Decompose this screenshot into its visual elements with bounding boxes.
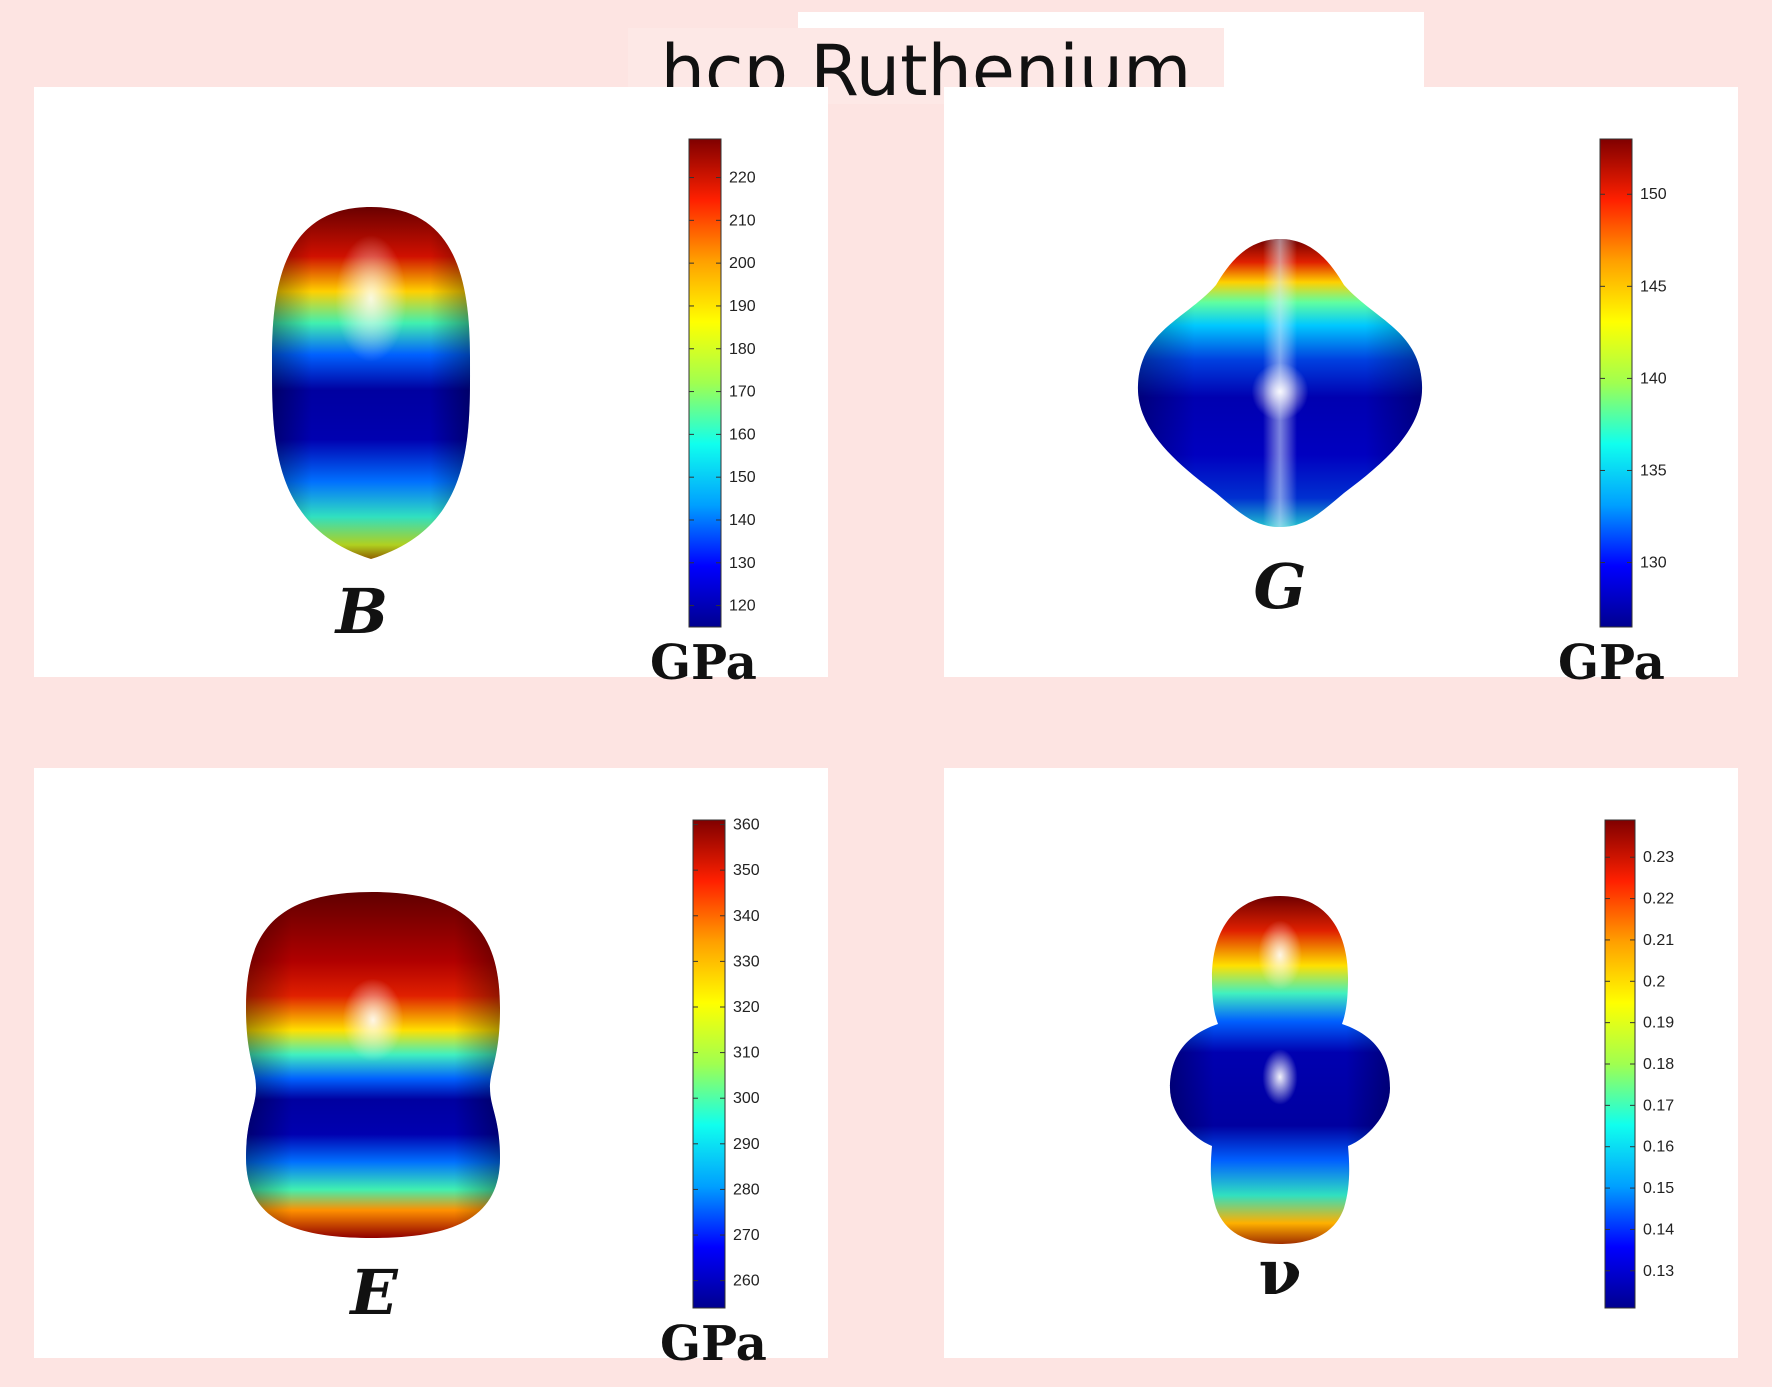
panel-shear-modulus-svg: 130 135 140 145 150: [1137, 138, 1667, 628]
colorbar-tick-label: 0.19: [1643, 1015, 1674, 1032]
colorbar-tick-label: 130: [1640, 555, 1667, 572]
panel-youngs-modulus: 260 270 280 290 300 310 320 330 340 350 360 E GPa: [34, 768, 828, 1372]
colorbar-tick-label: 0.22: [1643, 891, 1674, 908]
poissons-ratio-symbol: ν: [1258, 1236, 1302, 1309]
poissons-ratio-shading: [1170, 896, 1390, 1244]
colorbar-tick-label: 350: [733, 862, 760, 879]
colorbar-tick-label: 340: [733, 908, 760, 925]
colorbar-tick-label: 310: [733, 1045, 760, 1062]
colorbar-tick-label: 145: [1640, 278, 1667, 295]
colorbar-tick-label: 140: [1640, 370, 1667, 387]
youngs-modulus-shading: [246, 892, 500, 1238]
colorbar-poissons-ratio: 0.13 0.14 0.15 0.16 0.17 0.18 0.19 0.2 0.21 0.22 0…: [1604, 819, 1674, 1309]
colorbar-tick-label: 170: [729, 384, 756, 401]
colorbar-tick-label: 0.15: [1643, 1180, 1674, 1197]
panel-poissons-ratio: 0.13 0.14 0.15 0.16 0.17 0.18 0.19 0.2 0.21 0.22 0…: [944, 768, 1738, 1358]
colorbar-tick-label: 190: [729, 298, 756, 315]
colorbar-tick-label: 150: [1640, 186, 1667, 203]
colorbar-shear-modulus: 130 135 140 145 150: [1599, 138, 1667, 628]
colorbar-tick-label: 260: [733, 1273, 760, 1290]
bulk-modulus-unit: GPa: [650, 635, 757, 691]
colorbar-tick-label: 180: [729, 341, 756, 358]
colorbar-gradient: [1599, 138, 1633, 628]
colorbar-tick-label: 130: [729, 555, 756, 572]
colorbar-tick-label: 135: [1640, 462, 1667, 479]
colorbar-bulk-modulus: 120 130 140 150 160 170 180 190 200 210 220: [688, 138, 756, 628]
colorbar-tick-label: 200: [729, 255, 756, 272]
colorbar-tick-label: 280: [733, 1181, 760, 1198]
colorbar-tick-label: 290: [733, 1136, 760, 1153]
panel-shear-modulus: 130 135 140 145 150 G GPa: [944, 87, 1738, 691]
colorbar-gradient: [692, 819, 726, 1309]
title-white-block: [1224, 12, 1424, 88]
colorbar-tick-label: 140: [729, 512, 756, 529]
colorbar-tick-label: 0.18: [1643, 1056, 1674, 1073]
colorbar-tick-label: 150: [729, 469, 756, 486]
colorbar-tick-label: 0.14: [1643, 1221, 1674, 1238]
colorbar-tick-label: 120: [729, 598, 756, 615]
colorbar-tick-label: 0.16: [1643, 1139, 1674, 1156]
panel-poissons-ratio-svg: 0.13 0.14 0.15 0.16 0.17 0.18 0.19 0.2 0.21 0.22 0…: [1170, 819, 1674, 1309]
colorbar-tick-label: 160: [729, 426, 756, 443]
shear-modulus-symbol: G: [1253, 550, 1307, 623]
colorbar-tick-label: 360: [733, 817, 760, 834]
shear-modulus-shading: [1137, 239, 1423, 527]
colorbar-tick-label: 0.21: [1643, 932, 1674, 949]
colorbar-tick-label: 0.23: [1643, 849, 1674, 866]
colorbar-tick-label: 0.13: [1643, 1263, 1674, 1280]
panel-youngs-modulus-svg: 260 270 280 290 300 310 320 330 340 350 360: [246, 817, 760, 1309]
panel-bulk-modulus-svg: 120 130 140 150 160 170 180 190 200 210 220: [271, 138, 756, 628]
colorbar-tick-label: 0.2: [1643, 973, 1665, 990]
bulk-modulus-symbol: B: [335, 575, 389, 648]
colorbar-tick-label: 210: [729, 212, 756, 229]
shear-modulus-unit: GPa: [1558, 635, 1665, 691]
colorbar-gradient: [688, 138, 722, 628]
colorbar-tick-label: 270: [733, 1227, 760, 1244]
colorbar-tick-label: 220: [729, 170, 756, 187]
colorbar-tick-label: 0.17: [1643, 1097, 1674, 1114]
youngs-modulus-symbol: E: [350, 1256, 398, 1329]
colorbar-youngs-modulus: 260 270 280 290 300 310 320 330 340 350 360: [692, 817, 760, 1309]
colorbar-tick-label: 320: [733, 999, 760, 1016]
youngs-modulus-unit: GPa: [660, 1316, 767, 1372]
panel-bulk-modulus: 120 130 140 150 160 170 180 190 200 210 220 B GPa: [34, 87, 828, 691]
bulk-modulus-shading: [271, 207, 471, 559]
colorbar-tick-label: 300: [733, 1090, 760, 1107]
colorbar-tick-label: 330: [733, 953, 760, 970]
